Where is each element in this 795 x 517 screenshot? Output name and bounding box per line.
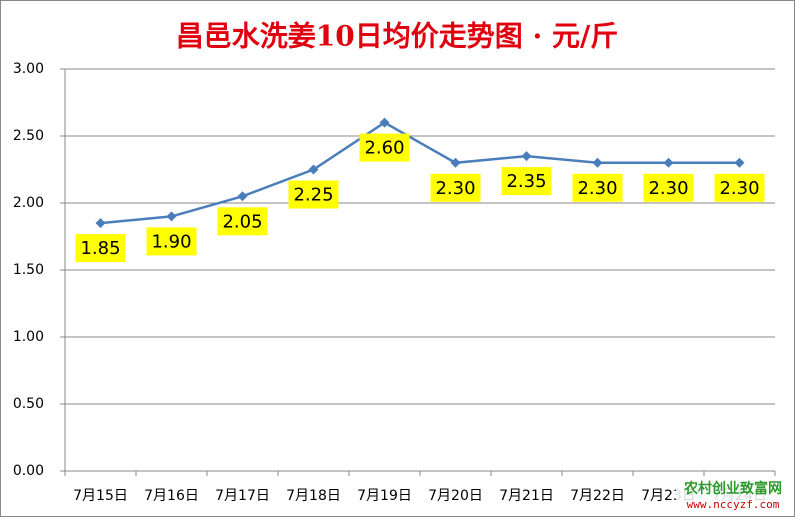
x-tick-label: 7月15日 (73, 488, 128, 504)
data-line (100, 121, 740, 225)
value-label: 2.60 (364, 138, 404, 159)
y-tick-label: 0.50 (13, 396, 44, 412)
value-label: 2.25 (293, 185, 333, 206)
data-point (95, 218, 106, 229)
data-point (308, 164, 319, 175)
value-label-bg (643, 173, 694, 202)
data-point (521, 151, 532, 162)
data-point (450, 157, 461, 168)
y-tick-label: 1.00 (13, 329, 44, 345)
plot-area: 0.00 0.50 1.00 1.50 2.00 2.50 3.00 7月15日 7月16日 7月… (13, 61, 776, 504)
value-label-bg (572, 173, 623, 202)
x-tick-label: 7月17日 (215, 488, 270, 504)
watermark-name: 农村创业致富网 (683, 480, 782, 497)
data-point (379, 117, 390, 128)
value-label: 2.35 (506, 171, 546, 192)
value-label-bg (430, 173, 481, 202)
y-tick-label: 3.00 (13, 61, 44, 77)
value-label-bg (359, 133, 410, 162)
y-tick-label: 2.50 (13, 128, 44, 144)
data-point (734, 157, 745, 168)
data-point (663, 157, 674, 168)
value-label-bg (146, 227, 197, 256)
x-tick-label: 7月16日 (144, 488, 199, 504)
data-point (592, 157, 603, 168)
y-tick-label: 0.00 (13, 463, 44, 479)
value-label: 2.05 (222, 211, 262, 232)
chart-title: 昌邑水洗姜10日均价走势图 · 元/斤 (176, 20, 618, 53)
data-point (166, 211, 177, 222)
value-label-bg (75, 234, 126, 263)
x-tick-label: 7月19日 (357, 488, 412, 504)
x-tick-label: 7月20日 (428, 488, 483, 504)
value-label-bg (288, 180, 339, 209)
x-tick-label: 7月18日 (286, 488, 341, 504)
watermark-url: www.nccyzf.com (687, 498, 780, 511)
value-label: 2.30 (719, 178, 759, 199)
value-label: 1.90 (151, 231, 191, 252)
value-label: 2.30 (577, 178, 617, 199)
y-tick-label: 2.00 (13, 195, 44, 211)
watermark-bg (676, 479, 790, 513)
value-label-bg (714, 173, 765, 202)
x-tick-label: 7月22日 (570, 488, 625, 504)
y-tick-label: 1.50 (13, 262, 44, 278)
x-tick-label: 7月21日 (499, 488, 554, 504)
value-label: 1.85 (80, 238, 120, 259)
data-point (237, 191, 248, 202)
value-label: 2.30 (648, 178, 688, 199)
value-label-bg (501, 167, 552, 196)
value-label: 2.30 (435, 178, 475, 199)
value-label-bg (217, 207, 268, 236)
